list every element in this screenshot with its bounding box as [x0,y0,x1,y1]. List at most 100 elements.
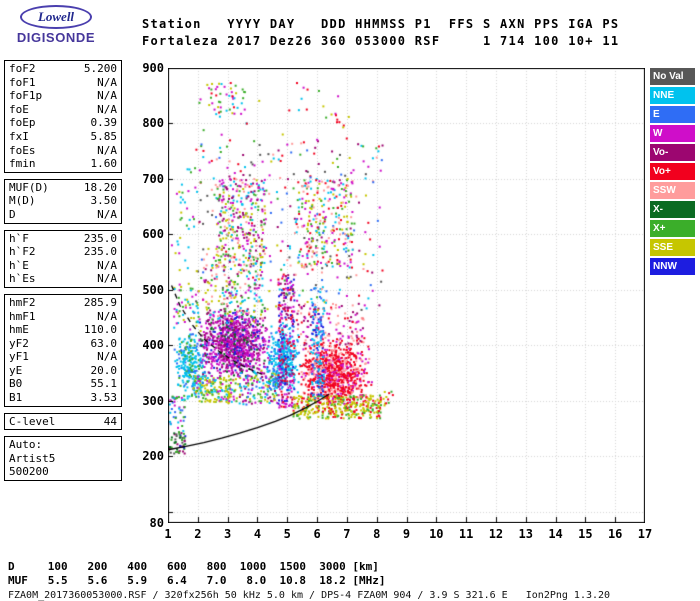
param-row-b1: B1 3.53 [9,391,117,405]
param-row-m-d: M(D) 3.50 [9,194,117,208]
param-value: N/A [97,75,117,89]
lowell-logo: Lowell DIGISONDE [8,5,104,45]
legend-item-vo: Vo- [650,144,695,161]
param-row-ye: yE 20.0 [9,364,117,378]
x-tick-6: 6 [313,527,321,541]
legend-item-x: X+ [650,220,695,237]
param-label: hmE [9,323,29,337]
y-tick-80: 80 [149,516,164,530]
x-tick-7: 7 [343,527,351,541]
footer-muf-row: MUF 5.5 5.6 5.9 6.4 7.0 8.0 10.8 18.2 [M… [8,574,386,587]
param-label: M(D) [9,194,36,208]
param-label: C-level [9,414,56,428]
param-label: fxI [9,129,29,143]
param-row-hmf2: hmF2 285.9 [9,296,117,310]
param-label: foEp [9,116,36,130]
legend-item-nne: NNE [650,87,695,104]
param-value: 285.9 [83,295,117,309]
param-row-d: D N/A [9,208,117,222]
param-label: fmin [9,157,36,171]
param-label: B1 [9,391,23,405]
param-label: foEs [9,143,36,157]
param-row-foe: foE N/A [9,103,117,117]
x-tick-14: 14 [548,527,563,541]
y-tick-600: 600 [142,227,164,242]
x-tick-8: 8 [373,527,381,541]
param-value: N/A [97,272,117,286]
station-header-line1: Station YYYY DAY DDD HHMMSS P1 FFS S AXN… [142,17,620,31]
param-label: h`F2 [9,245,36,259]
param-value: N/A [97,207,117,221]
legend-item-w: W [650,125,695,142]
auto-line-auto: Auto: [9,438,43,452]
x-tick-2: 2 [194,527,202,541]
x-tick-13: 13 [518,527,533,541]
legend-item-ssw: SSW [650,182,695,199]
legend-item-vo: Vo+ [650,163,695,180]
param-label: hmF2 [9,295,36,309]
param-row-h-f2: h`F2 235.0 [9,245,117,259]
param-value: 44 [103,414,117,428]
param-label: B0 [9,377,23,391]
legend-item-no-val: No Val [650,68,695,85]
param-value: 20.0 [90,363,118,377]
y-tick-700: 700 [142,171,164,186]
param-row-hme: hmE 110.0 [9,323,117,337]
x-tick-3: 3 [224,527,232,541]
param-value: 3.53 [90,391,118,405]
param-row-foes: foEs N/A [9,144,117,158]
param-row-fof1p: foF1p N/A [9,89,117,103]
file-info-line: FZA0M_2017360053000.RSF / 320fx256h 50 k… [8,590,611,601]
param-row-h-f: h`F 235.0 [9,232,117,246]
param-value: N/A [97,102,117,116]
param-label: foF1p [9,89,43,103]
param-value: 63.0 [90,336,118,350]
param-group: MUF(D) 18.20 M(D) 3.50 D N/A [4,178,122,224]
y-tick-500: 500 [142,282,164,297]
param-value: N/A [97,258,117,272]
param-value: 110.0 [83,323,117,337]
param-label: hmF1 [9,309,36,323]
x-tick-9: 9 [402,527,411,541]
param-value: 0.39 [90,116,118,130]
param-row-muf-d: MUF(D) 18.20 [9,181,117,195]
param-label: foF1 [9,75,36,89]
param-label: h`F [9,231,29,245]
param-row-fmin: fmin 1.60 [9,157,117,171]
param-label: yF1 [9,350,29,364]
x-tick-12: 12 [488,527,504,541]
station-header: Station YYYY DAY DDD HHMMSS P1 FFS S AXN… [142,16,619,50]
legend-item-sse: SSE [650,239,695,256]
param-row-fof2: foF2 5.200 [9,62,117,76]
parameter-panel: foF2 5.200 foF1 N/A foF1p N/A foE N/A foEp 0.39 fx… [4,60,122,487]
param-row-fof1: foF1 N/A [9,76,117,90]
lowell-logo-oval: Lowell [20,5,92,29]
param-group: h`F 235.0 h`F2 235.0 h`E N/A h`Es N/A [4,229,122,288]
param-value: 5.85 [90,129,118,143]
param-label: h`Es [9,272,36,286]
x-tick-4: 4 [253,527,262,541]
param-value: 235.0 [83,245,117,259]
y-tick-300: 300 [142,393,164,408]
auto-line-artist5: Artist5 [9,451,56,465]
legend-item-x: X- [650,201,695,218]
param-row-yf2: yF2 63.0 [9,337,117,351]
param-row-h-e: h`E N/A [9,259,117,273]
param-row-foep: foEp 0.39 [9,116,117,130]
param-value: 1.60 [90,157,118,171]
param-label: MUF(D) [9,180,49,194]
x-tick-11: 11 [458,527,474,541]
auto-line-500200: 500200 [9,465,49,479]
param-value: 235.0 [83,231,117,245]
param-value: 5.200 [83,62,117,75]
param-row-h-es: h`Es N/A [9,272,117,286]
x-tick-5: 5 [283,527,291,541]
footer-distance-row: D 100 200 400 600 800 1000 1500 3000 [km… [8,560,379,573]
param-label: yE [9,363,23,377]
param-label: yF2 [9,336,29,350]
legend-item-nnw: NNW [650,258,695,275]
param-row-c-level: C-level 44 [9,415,117,429]
y-tick-400: 400 [142,338,164,353]
x-tick-17: 17 [637,527,653,541]
y-tick-900: 900 [142,61,164,75]
